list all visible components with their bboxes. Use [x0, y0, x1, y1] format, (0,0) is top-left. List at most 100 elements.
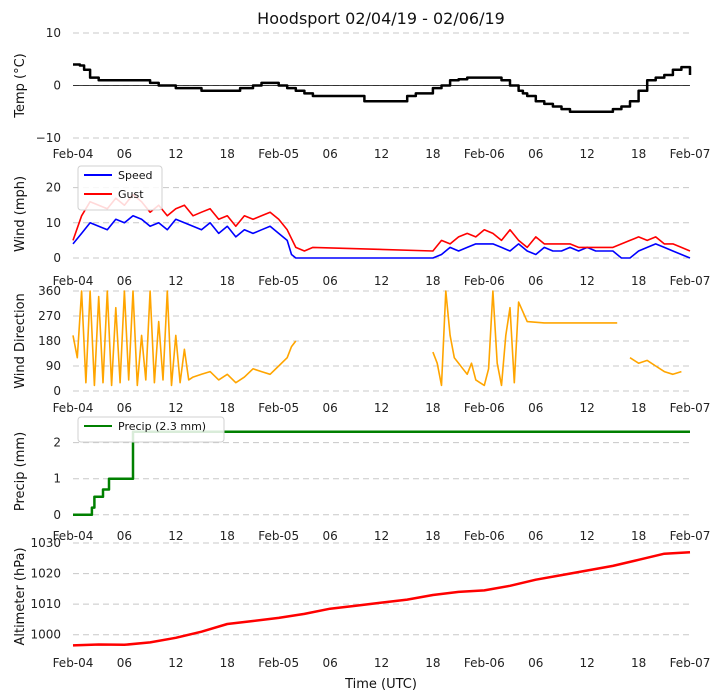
x-tick-label: 18: [220, 147, 235, 161]
panel-temp: 10 0 −10 Temp (°C) Feb-04 06 12 18 Feb-05 06 12 18 F…: [13, 26, 710, 161]
x-tick-label: 12: [168, 401, 183, 415]
x-tick-label: Feb-06: [464, 401, 505, 415]
y-tick-label: 10: [46, 216, 61, 230]
x-tick-label: Feb-04: [53, 401, 94, 415]
x-tick-label: 06: [322, 274, 337, 288]
y-tick-label: 1030: [30, 536, 61, 550]
x-tick-label: 12: [374, 529, 389, 543]
panel-dir: 360 270 180 90 0 Wind Direction Feb-04 06 12 18 Fe…: [13, 284, 710, 415]
y-tick-label: 360: [38, 284, 61, 298]
x-tick-label: Feb-06: [464, 274, 505, 288]
x-tick-label: Feb-07: [670, 529, 711, 543]
y-tick-label: 0: [53, 251, 61, 265]
x-tick-label: 06: [528, 656, 543, 670]
x-tick-label: 06: [322, 656, 337, 670]
x-tick-label: Feb-07: [670, 401, 711, 415]
panel-precip: 2 1 0 Precip (mm) Feb-04 06 12 18 Feb-05 06 12 18 Fe…: [13, 416, 711, 543]
x-tick-label: 18: [220, 401, 235, 415]
legend-box: [77, 165, 163, 211]
chart-title: Hoodsport 02/04/19 - 02/06/19: [257, 9, 505, 28]
x-tick-label: 06: [117, 147, 132, 161]
x-tick-label: 18: [631, 656, 646, 670]
y-axis-label: Altimeter (hPa): [13, 547, 28, 645]
x-tick-label: 06: [117, 401, 132, 415]
series-line-temp: [73, 63, 692, 114]
x-tick-label: 12: [168, 147, 183, 161]
x-axis-label: Time (UTC): [344, 677, 417, 692]
y-tick-label: 1020: [30, 567, 61, 581]
panels: 10 0 −10 Temp (°C) Feb-04 06 12 18 Feb-05 06 12 18 F…: [13, 26, 710, 670]
y-tick-label: 1010: [30, 597, 61, 611]
x-tick-label: Feb-04: [53, 147, 94, 161]
x-tick-label: Feb-05: [258, 529, 299, 543]
y-tick-label: 10: [46, 26, 61, 40]
x-tick-label: 12: [580, 529, 595, 543]
x-tick-label: 18: [631, 401, 646, 415]
x-tick-label: Feb-06: [464, 529, 505, 543]
x-tick-label: 18: [220, 656, 235, 670]
x-tick-label: Feb-04: [53, 274, 94, 288]
series-line-wind-direction: [72, 290, 297, 387]
series-line-wind-direction-2: [432, 290, 618, 387]
x-tick-label: 06: [322, 147, 337, 161]
x-tick-label: 12: [374, 147, 389, 161]
x-tick-label: 06: [528, 529, 543, 543]
x-tick-label: 12: [168, 529, 183, 543]
legend-entry: Precip (2.3 mm): [118, 420, 206, 433]
x-tick-label: 06: [528, 274, 543, 288]
x-tick-label: 12: [580, 147, 595, 161]
x-tick-label: Feb-05: [258, 274, 299, 288]
x-tick-label: Feb-05: [258, 147, 299, 161]
x-tick-label: 18: [425, 274, 440, 288]
x-tick-label: Feb-04: [53, 656, 94, 670]
y-tick-label: 0: [53, 79, 61, 93]
x-tick-label: 06: [528, 147, 543, 161]
x-tick-label: Feb-07: [670, 656, 711, 670]
y-axis-label: Temp (°C): [13, 53, 28, 119]
x-tick-label: Feb-06: [464, 656, 505, 670]
x-tick-label: 18: [631, 147, 646, 161]
x-tick-label: Feb-04: [53, 529, 94, 543]
y-tick-label: 0: [53, 384, 61, 398]
x-tick-label: 06: [117, 274, 132, 288]
legend-box: [77, 416, 225, 443]
x-tick-label: 12: [580, 656, 595, 670]
series-line-altimeter: [72, 550, 691, 647]
x-tick-label: Feb-05: [258, 401, 299, 415]
y-tick-label: 2: [53, 436, 61, 450]
x-tick-label: 18: [631, 274, 646, 288]
panel-wind: 20 10 0 Wind (mph) Feb-04 06 12 18 Feb-05 06 12 18 F…: [13, 165, 711, 288]
x-tick-label: 12: [168, 656, 183, 670]
x-tick-label: 12: [580, 274, 595, 288]
x-tick-label: 18: [425, 401, 440, 415]
y-tick-label: 1000: [30, 628, 61, 642]
x-tick-label: 06: [528, 401, 543, 415]
legend-entry: Gust: [118, 188, 144, 201]
y-tick-label: 270: [38, 309, 61, 323]
series-line-precip-2-3-mm-: [73, 430, 690, 517]
x-tick-label: 06: [117, 529, 132, 543]
y-tick-label: 20: [46, 181, 61, 195]
x-tick-label: Feb-07: [670, 274, 711, 288]
y-tick-label: −10: [36, 131, 61, 145]
x-tick-label: 12: [374, 401, 389, 415]
x-tick-label: 06: [322, 401, 337, 415]
x-tick-label: 12: [168, 274, 183, 288]
x-tick-label: 18: [220, 529, 235, 543]
x-tick-label: 12: [374, 656, 389, 670]
x-tick-label: 18: [425, 147, 440, 161]
x-tick-label: Feb-06: [464, 147, 505, 161]
x-tick-label: 06: [322, 529, 337, 543]
y-axis-label: Precip (mm): [13, 432, 28, 511]
x-tick-label: 18: [425, 529, 440, 543]
y-tick-label: 180: [38, 334, 61, 348]
y-tick-label: 0: [53, 508, 61, 522]
x-tick-label: Feb-05: [258, 656, 299, 670]
x-tick-label: 18: [425, 656, 440, 670]
y-tick-label: 90: [46, 359, 61, 373]
x-tick-label: 12: [580, 401, 595, 415]
x-tick-label: 06: [117, 656, 132, 670]
x-tick-label: 12: [374, 274, 389, 288]
